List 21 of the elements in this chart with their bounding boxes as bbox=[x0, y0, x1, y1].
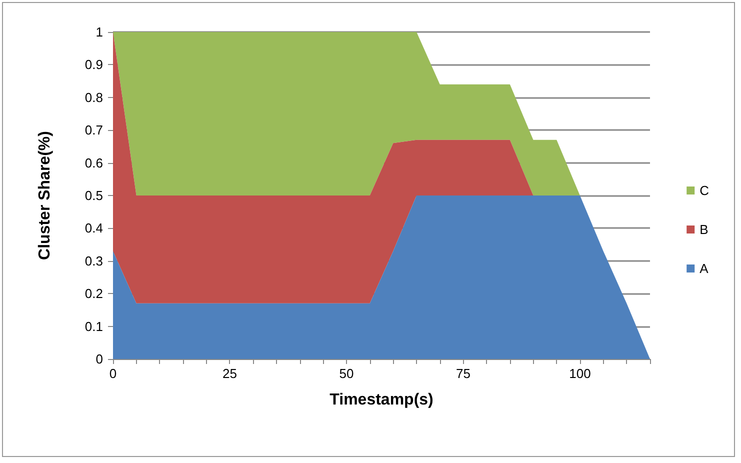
y-tick-label: 0.2 bbox=[84, 286, 103, 302]
y-tick-label: 0.6 bbox=[84, 155, 103, 170]
x-tick-label: 50 bbox=[339, 366, 354, 381]
x-axis-title: Timestamp(s) bbox=[330, 392, 434, 408]
y-tick-label: 0.7 bbox=[84, 122, 103, 138]
y-axis-title: Cluster Share(%) bbox=[36, 131, 54, 260]
x-tick-label: 75 bbox=[456, 366, 470, 381]
y-tick-label: 0.4 bbox=[84, 220, 103, 236]
legend-label: A bbox=[700, 261, 709, 276]
y-tick-label: 0 bbox=[96, 352, 103, 366]
y-tick-label: 0.1 bbox=[84, 318, 103, 334]
y-tick-label: 0.5 bbox=[84, 188, 103, 203]
legend-label: B bbox=[700, 222, 708, 237]
x-tick-label: 100 bbox=[569, 366, 591, 381]
x-tick-label: 0 bbox=[109, 366, 117, 381]
legend-label: C bbox=[700, 183, 709, 198]
y-tick-label: 1 bbox=[96, 24, 103, 40]
x-tick-label: 25 bbox=[222, 366, 237, 381]
y-tick-label: 0.9 bbox=[84, 57, 103, 72]
y-tick-label: 0.3 bbox=[84, 253, 103, 268]
y-tick-label: 0.8 bbox=[84, 90, 103, 105]
